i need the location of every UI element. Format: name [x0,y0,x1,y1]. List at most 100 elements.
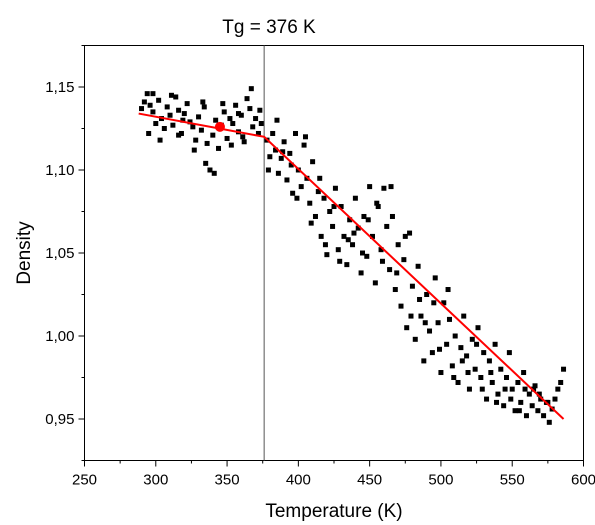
y-tick-label: 0,95 [45,411,74,428]
data-point [546,419,552,425]
data-point [444,341,450,347]
data-point [241,139,247,145]
data-point [224,135,230,141]
data-point [308,220,314,226]
x-tick-label: 550 [500,472,525,489]
data-point [196,114,202,120]
data-point [173,94,179,100]
data-point [332,185,338,191]
data-point [512,408,518,414]
data-point [535,408,541,414]
data-point [451,375,457,380]
data-point [536,391,542,397]
data-point [150,109,156,115]
data-point [437,346,443,352]
highlight-point [214,121,225,132]
data-point [146,130,152,136]
data-point [281,139,287,145]
data-point [429,350,435,356]
data-point [481,350,487,356]
data-point [250,124,256,130]
data-point [459,358,465,364]
data-point [221,109,227,115]
data-point [341,233,347,239]
data-point [441,300,447,306]
data-point [398,303,404,309]
y-tick-label: 1,00 [45,328,74,345]
data-point [452,333,458,339]
data-point [258,121,264,127]
data-point [522,386,528,392]
data-point [478,375,484,380]
data-point [330,223,336,229]
data-point [516,408,522,414]
data-point [404,325,410,331]
x-tick-label: 300 [143,472,168,489]
data-point [469,336,475,342]
data-point [529,403,535,409]
data-point [187,119,193,125]
data-point [317,175,323,181]
data-point [247,106,253,112]
data-point [161,126,167,131]
data-point [518,399,524,405]
data-point [531,386,537,392]
data-point [387,267,393,273]
data-point [408,313,414,319]
data-point [257,107,263,113]
data-point [367,184,373,190]
data-point [181,111,187,117]
data-point [461,313,467,319]
data-point [324,252,330,258]
data-point [288,162,294,168]
data-point [455,379,461,385]
data-point [344,262,350,268]
data-point [384,223,390,229]
data-point [392,287,398,293]
data-point [331,204,337,210]
y-tick-label: 1,05 [45,245,74,262]
data-point [198,127,204,133]
data-point [501,403,507,409]
data-point [555,386,561,392]
data-point [502,386,508,392]
data-point [233,102,239,108]
data-point [351,230,357,236]
data-point [401,257,407,263]
x-axis-title: Temperature (K) [265,501,402,522]
data-point [190,124,196,130]
data-point [458,345,464,351]
data-point [422,320,428,326]
data-point [438,370,444,376]
highlight-points [214,121,225,132]
data-point [495,391,501,397]
data-point [374,200,380,206]
data-point [545,399,551,405]
data-point [558,379,564,385]
x-tick-label: 250 [72,472,97,489]
data-point [355,225,361,231]
data-point [180,117,186,123]
data-point [389,213,395,219]
y-tick-label: 1,10 [45,162,74,179]
data-point [492,341,498,347]
data-point [338,204,344,210]
data-point [240,134,246,140]
fit-line [138,112,565,420]
data-point [298,184,304,190]
data-point [157,137,163,143]
data-point [360,250,366,256]
data-point [207,167,213,173]
data-point [352,195,358,201]
data-point [552,396,558,402]
x-tick-label: 450 [357,472,382,489]
data-point [372,280,378,286]
data-point [526,391,532,397]
data-point [318,233,324,239]
data-point [168,92,174,98]
data-point [176,132,182,138]
data-point [213,117,219,123]
data-point [381,185,387,191]
data-point [378,247,384,253]
